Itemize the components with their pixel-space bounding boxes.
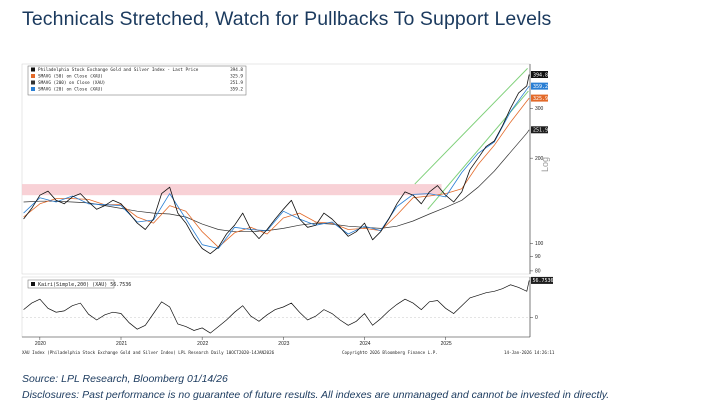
kairi-legend-swatch (31, 282, 35, 286)
value-badge-price (531, 71, 548, 79)
source-line: Source: LPL Research, Bloomberg 01/14/26 (22, 373, 228, 385)
y-tick-label: 90 (535, 254, 541, 260)
y-tick-label: 80 (535, 269, 541, 275)
legend-value-4: 359.2 (230, 87, 243, 93)
value-badge-label: 325.9 (533, 96, 548, 102)
x-tick-label-2021: 2021 (116, 341, 127, 347)
kairi-line (23, 280, 530, 334)
kairi-legend-label: Kairi(Simple,200) (XAU) 56.7536 (38, 282, 131, 288)
footer-center-text: Copyright© 2026 Bloomberg Finance L.P. (342, 350, 438, 355)
x-tick-label-2025: 2025 (441, 341, 452, 347)
trend-channel-lower (427, 90, 529, 210)
legend-value-2: 325.9 (230, 74, 243, 80)
y-tick-label: 300 (535, 106, 544, 112)
disclosure-line: Disclosures: Past performance is no guar… (22, 389, 610, 401)
main-plot-area (21, 63, 531, 275)
resistance-band (22, 184, 442, 196)
legend-swatch (31, 67, 35, 72)
series-line-price (23, 74, 530, 255)
value-badge-sma50 (531, 94, 548, 102)
series-line-sma20 (23, 85, 530, 249)
log-scale-label: Log (540, 157, 550, 172)
kairi-legend (27, 279, 115, 289)
y-tick-label: 100 (535, 241, 544, 247)
main-legend (27, 65, 247, 96)
legend-value-3: 251.9 (230, 80, 243, 86)
x-tick-label-2023: 2023 (278, 341, 289, 347)
kairi-value-badge (531, 276, 553, 284)
legend-label-4: SMAVG (20) on Close (XAU) (38, 87, 103, 93)
kairi-tick-label: 0 (535, 315, 538, 321)
trend-channel-upper (414, 68, 528, 185)
page-title: Technicals Stretched, Watch for Pullback… (22, 8, 552, 30)
value-badge-sma20 (531, 82, 548, 90)
value-badge-sma200 (531, 126, 548, 134)
x-tick-label-2024: 2024 (359, 341, 370, 347)
legend-swatch (31, 87, 35, 91)
footer-left-text: XAU Index (Philadelphia Stock Exchange G… (22, 350, 275, 355)
legend-label-2: SMAVG (50) on Close (XAU) (38, 74, 103, 80)
legend-swatch (31, 74, 35, 78)
value-badge-label: 394.8 (533, 72, 548, 78)
y-tick-label: 200 (535, 156, 544, 162)
x-tick-label-2022: 2022 (197, 341, 208, 347)
legend-label-3: SMAVG (200) on Close (XAU) (38, 80, 105, 86)
value-badge-label: 251.9 (533, 128, 548, 134)
legend-swatch (31, 80, 35, 85)
footer-right-text: 14-Jan-2026 14:26:11 (504, 350, 555, 355)
value-badge-label: 359.2 (533, 84, 548, 90)
legend-label-1: Philadelphia Stock Exchange Gold and Sil… (38, 67, 199, 73)
series-line-sma200 (23, 129, 530, 233)
legend-value-1: 394.8 (230, 67, 243, 73)
x-tick-label-2020: 2020 (35, 341, 46, 347)
kairi-value-badge-label: 56.7536 (533, 278, 554, 284)
